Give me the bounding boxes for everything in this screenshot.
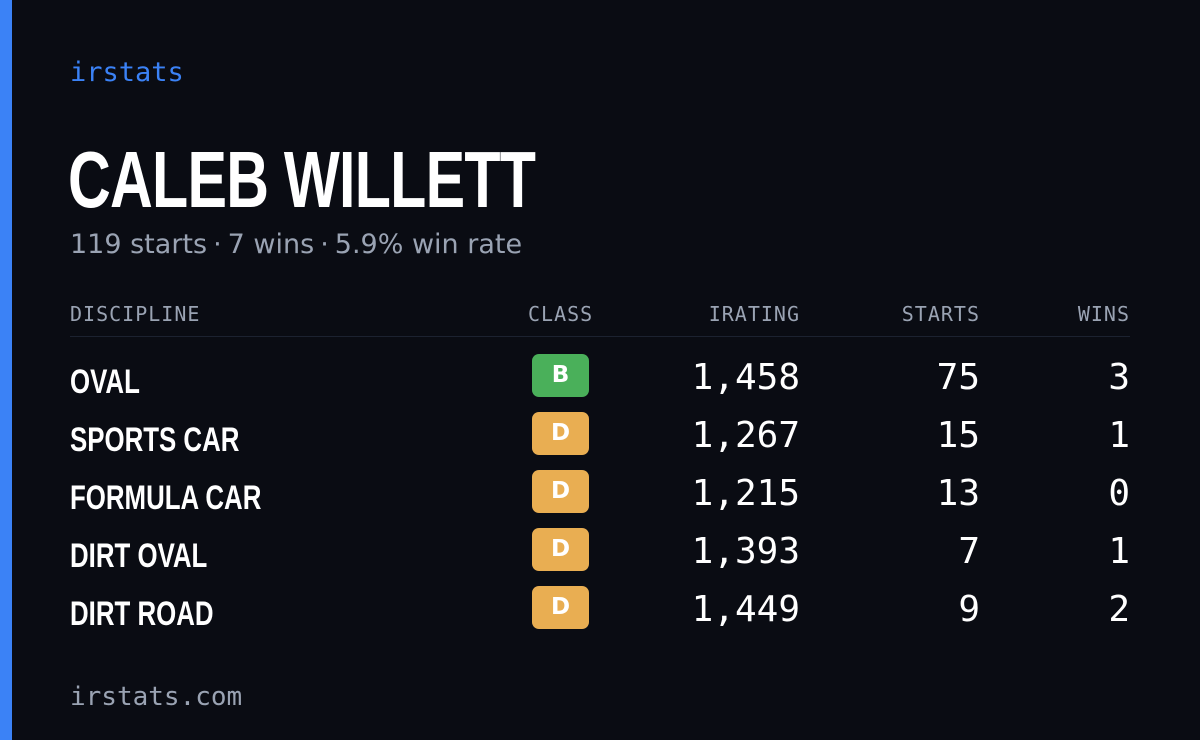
wins-value: 3 (1108, 357, 1130, 398)
wins-summary: 7 wins (227, 229, 315, 260)
discipline-name: FORMULA CAR (70, 479, 262, 517)
class-badge: D (532, 528, 589, 571)
class-badge: B (532, 354, 589, 397)
wins-value: 1 (1108, 531, 1130, 572)
irating-value: 1,449 (691, 589, 800, 630)
discipline-name: DIRT ROAD (70, 595, 214, 633)
starts-value: 15 (936, 415, 980, 456)
header-irating: IRATING (708, 302, 800, 326)
discipline-name: SPORTS CAR (70, 421, 240, 459)
win-rate-summary: 5.9% win rate (334, 229, 523, 260)
table-header: DISCIPLINE CLASS IRATING STARTS WINS (70, 296, 1130, 337)
wins-value: 2 (1108, 589, 1130, 630)
table-row: OVAL B 1,458 75 3 (70, 354, 1130, 412)
summary-separator: · (320, 229, 329, 260)
wins-value: 1 (1108, 415, 1130, 456)
starts-value: 7 (958, 531, 980, 572)
header-wins: WINS (1077, 302, 1130, 326)
class-badge: D (532, 586, 589, 629)
starts-value: 9 (958, 589, 980, 630)
class-badge: D (532, 470, 589, 513)
driver-summary: 119 starts · 7 wins · 5.9% win rate (70, 226, 522, 264)
class-badge: D (532, 412, 589, 455)
table-row: DIRT OVAL D 1,393 7 1 (70, 528, 1130, 586)
wins-value: 0 (1108, 473, 1130, 514)
accent-bar (0, 0, 12, 740)
irating-value: 1,267 (691, 415, 800, 456)
driver-name: CALEB WILLETT (68, 135, 536, 224)
header-starts: STARTS (901, 302, 980, 326)
starts-value: 75 (936, 357, 980, 398)
discipline-name: DIRT OVAL (70, 537, 208, 575)
irating-value: 1,393 (691, 531, 800, 572)
irating-value: 1,458 (691, 357, 800, 398)
brand-logo-text: irstats (70, 57, 184, 88)
header-discipline: DISCIPLINE (70, 302, 201, 326)
starts-value: 13 (936, 473, 980, 514)
discipline-name: OVAL (70, 363, 140, 401)
header-class: CLASS (528, 302, 594, 326)
table-row: DIRT ROAD D 1,449 9 2 (70, 586, 1130, 644)
irating-value: 1,215 (691, 473, 800, 514)
summary-separator: · (213, 229, 222, 260)
footer-url: irstats.com (70, 682, 243, 712)
table-row: SPORTS CAR D 1,267 15 1 (70, 412, 1130, 470)
starts-summary: 119 starts (70, 229, 208, 260)
table-row: FORMULA CAR D 1,215 13 0 (70, 470, 1130, 528)
